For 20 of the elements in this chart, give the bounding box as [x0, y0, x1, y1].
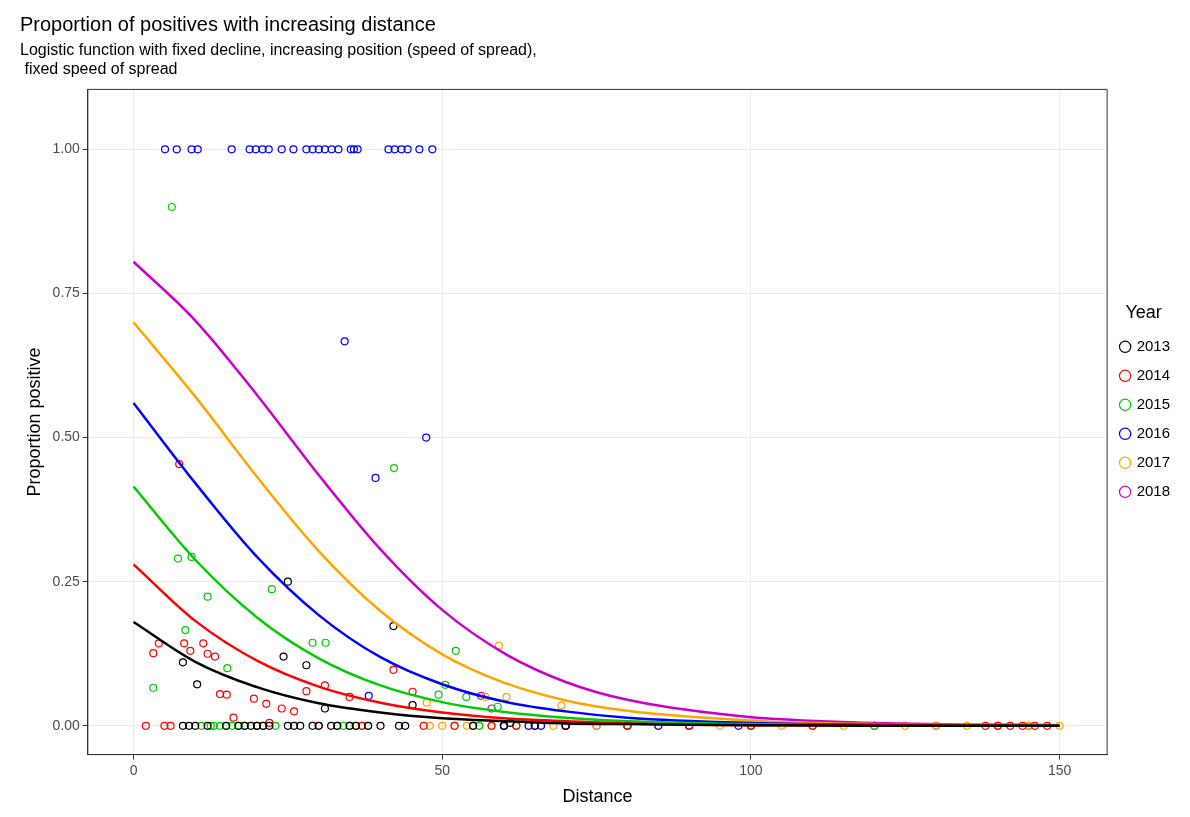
legend-label: 2017	[1136, 452, 1171, 470]
x-axis-title: Distance	[562, 786, 633, 807]
legend-title: Year	[1125, 301, 1162, 322]
chart-title: Proportion of positives with increasing distance	[20, 12, 436, 35]
y-tick-label: 0.25	[52, 572, 81, 589]
y-tick-label: 0.75	[52, 284, 81, 301]
legend-label: 2013	[1136, 336, 1171, 354]
x-tick-label: 50	[434, 761, 451, 778]
x-tick-label: 150	[1047, 761, 1072, 778]
y-tick-label: 0.50	[52, 428, 81, 445]
x-tick-label: 100	[739, 761, 763, 778]
legend-label: 2015	[1136, 394, 1171, 412]
y-axis-title: Proportion positive	[23, 347, 44, 497]
chart-subtitle: Logistic function with fixed decline, increasing position (speed of spread), fixed speed of spread	[20, 41, 537, 78]
legend-label: 2018	[1136, 481, 1171, 499]
y-tick-label: 1.00	[52, 140, 81, 157]
y-tick-label: 0.00	[52, 716, 81, 733]
legend-label: 2014	[1136, 365, 1171, 383]
legend-label: 2016	[1136, 423, 1171, 441]
x-tick-label: 0	[129, 761, 138, 778]
